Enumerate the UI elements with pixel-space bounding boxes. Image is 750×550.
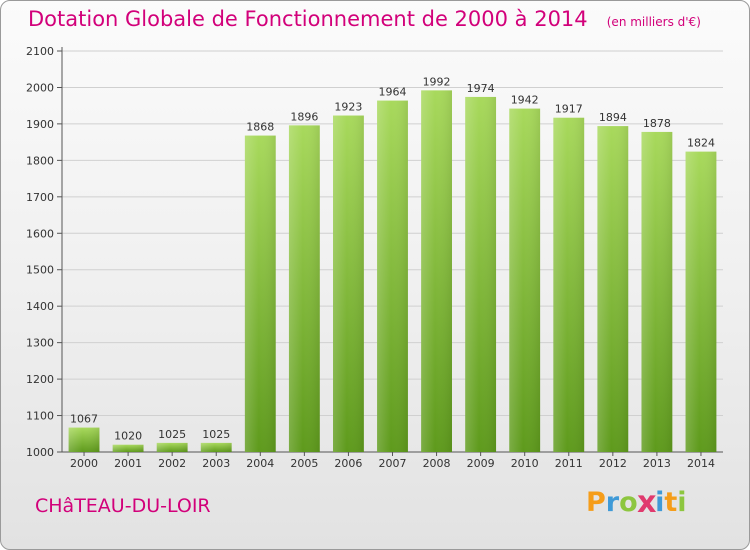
y-tick-label: 2100 (26, 45, 54, 58)
brand-letter: i (655, 487, 665, 518)
y-tick-label: 1400 (26, 300, 54, 313)
y-tick-label: 1900 (26, 118, 54, 131)
data-label: 1067 (70, 413, 98, 426)
y-tick-label: 2000 (26, 81, 54, 94)
bar-shade (377, 100, 408, 452)
brand-letter: P (586, 487, 606, 518)
x-tick-label: 2009 (467, 457, 495, 470)
x-tick-label: 2007 (379, 457, 407, 470)
data-label: 1878 (643, 117, 671, 130)
brand-letter: t (664, 487, 678, 518)
bar-shade (641, 131, 673, 453)
bar-shade (200, 442, 232, 452)
x-tick-label: 2010 (511, 457, 539, 470)
y-tick-label: 1200 (26, 373, 54, 386)
bar-shade (244, 135, 276, 453)
x-tick-label: 2014 (687, 457, 715, 470)
x-tick-label: 2008 (423, 457, 451, 470)
data-label: 1025 (158, 428, 186, 441)
commune-name: CHâTEAU-DU-LOIR (35, 495, 211, 517)
y-tick-label: 1800 (26, 154, 54, 167)
bar-shade (112, 444, 144, 452)
y-tick-label: 1600 (26, 227, 54, 240)
x-tick-label: 2002 (158, 457, 186, 470)
data-label: 1020 (114, 430, 142, 443)
bar-shade (68, 427, 100, 452)
y-tick-label: 1500 (26, 264, 54, 277)
y-tick-label: 1300 (26, 337, 54, 350)
title-block: Dotation Globale de Fonctionnement de 20… (28, 7, 701, 31)
bar-shade (685, 151, 717, 452)
data-label: 1923 (334, 101, 362, 114)
brand-letter: i (677, 487, 687, 518)
y-tick-label: 1100 (26, 410, 54, 423)
data-label: 1896 (290, 110, 318, 123)
data-label: 1964 (379, 86, 407, 99)
data-label: 1868 (246, 121, 274, 134)
bar-shade (553, 117, 585, 452)
x-tick-label: 2000 (70, 457, 98, 470)
data-label: 1942 (511, 94, 539, 107)
x-tick-label: 2004 (246, 457, 274, 470)
x-tick-label: 2013 (643, 457, 671, 470)
x-tick-label: 2003 (202, 457, 230, 470)
x-tick-label: 2001 (114, 457, 142, 470)
x-tick-label: 2012 (599, 457, 627, 470)
bar-shade (597, 126, 629, 452)
brand-letter: o (619, 487, 638, 518)
bar-shade (288, 125, 320, 452)
bar-shade (333, 115, 364, 453)
bar-shade (156, 442, 188, 452)
data-label: 1974 (467, 82, 495, 95)
x-tick-label: 2006 (334, 457, 362, 470)
y-tick-label: 1700 (26, 191, 54, 204)
x-tick-label: 2005 (290, 457, 318, 470)
y-tick-label: 1000 (26, 446, 54, 459)
data-label: 1917 (555, 103, 583, 116)
chart-title: Dotation Globale de Fonctionnement de 20… (28, 7, 588, 31)
data-label: 1025 (202, 428, 230, 441)
data-label: 1894 (599, 111, 627, 124)
x-tick-label: 2011 (555, 457, 583, 470)
data-label: 1824 (687, 137, 715, 150)
brand-letter: r (605, 487, 620, 518)
brand-logo: Proxiti (586, 485, 687, 520)
bar-shade (421, 90, 452, 452)
bar-shade (465, 96, 497, 452)
chart-subtitle: (en milliers d'€) (606, 15, 701, 29)
brand-letter: x (636, 485, 657, 520)
data-label: 1992 (423, 75, 451, 88)
bar-shade (509, 108, 541, 453)
